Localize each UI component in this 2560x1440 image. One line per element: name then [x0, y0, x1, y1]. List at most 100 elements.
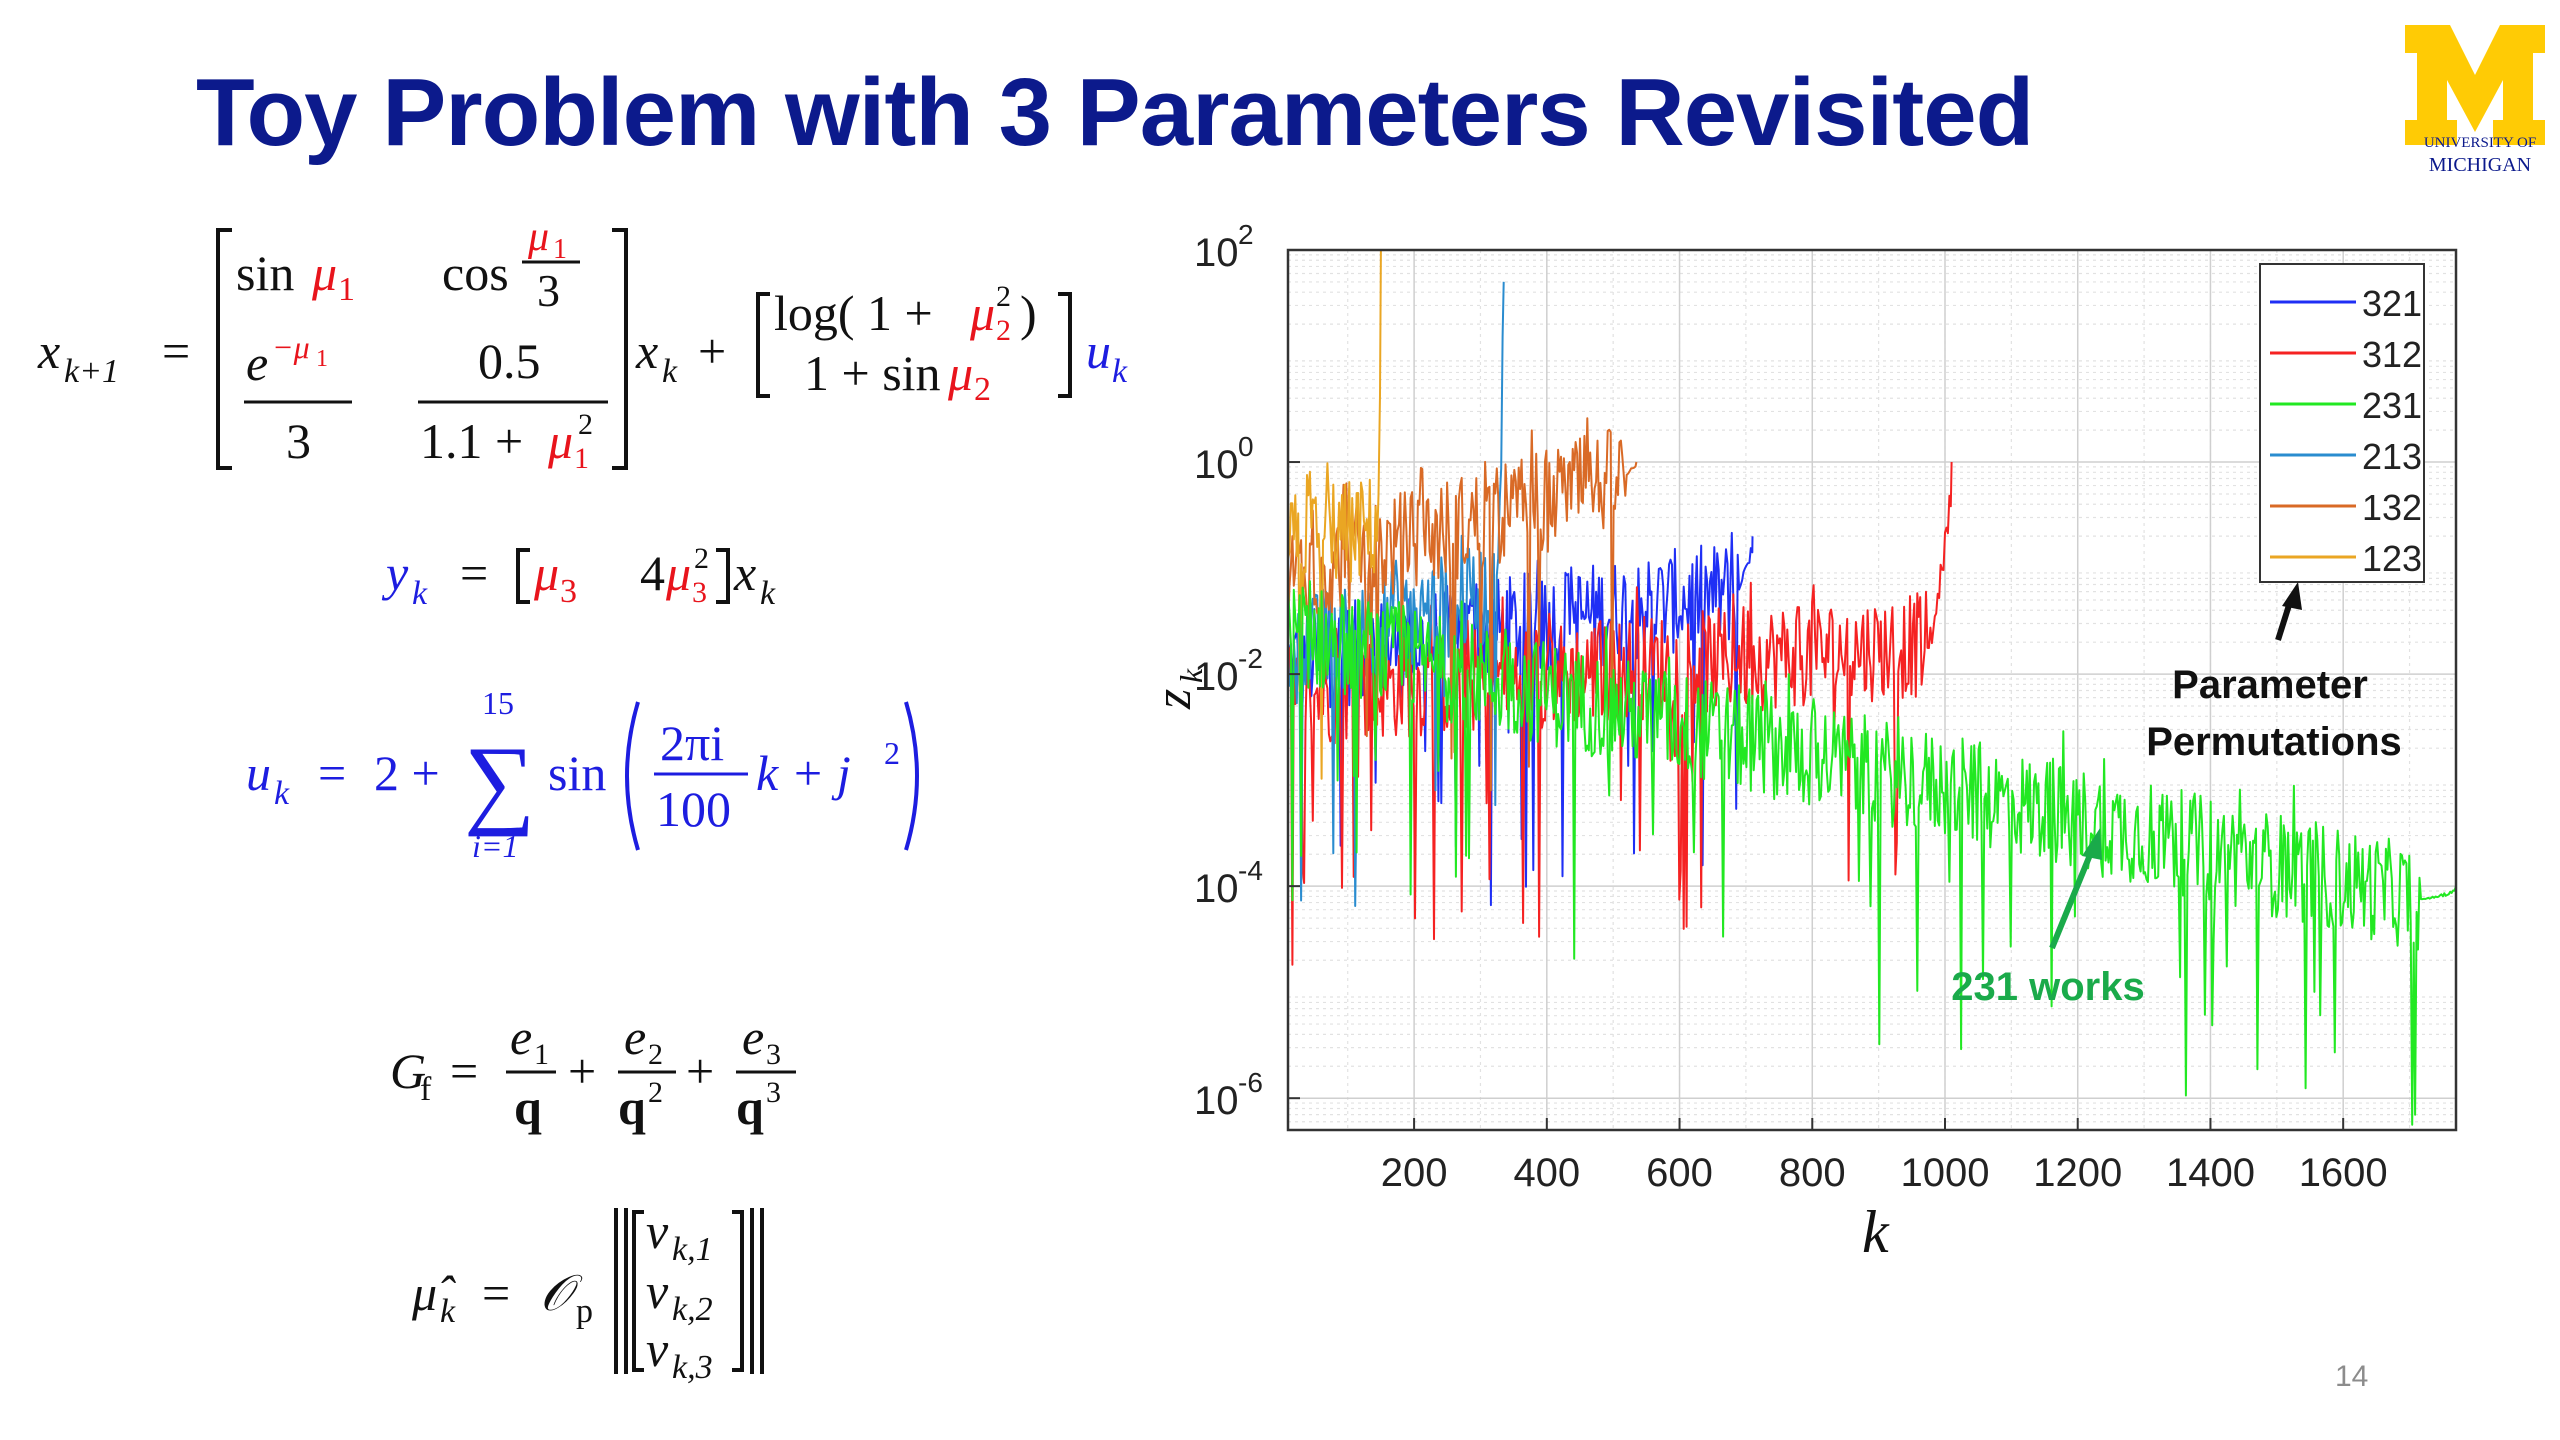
- gf-plus-2: +: [686, 1043, 714, 1099]
- y-tick-exponent: 2: [1238, 220, 1254, 250]
- logo-line2: MICHIGAN: [2428, 154, 2532, 176]
- state-u-sub: k: [1112, 353, 1128, 390]
- a22-sup: 2: [578, 408, 593, 441]
- output-equation: y k = μ 3 4 μ 3 2 x k: [381, 542, 776, 612]
- x-tick-label: 1600: [2299, 1151, 2388, 1195]
- b2-sub: 2: [974, 371, 991, 408]
- y-tick-label: 10: [1194, 1079, 1239, 1123]
- a12-den: 3: [537, 265, 560, 316]
- input-num: 2πi: [660, 715, 724, 771]
- annotation-permutations: Parameter Permutations: [2146, 582, 2402, 764]
- annotation-231-works: 231 works: [1951, 828, 2145, 1009]
- a22-num: 0.5: [478, 333, 541, 389]
- gf-t1-num: e: [510, 1009, 532, 1065]
- input-equation: u k = 2 + 15 ∑ i=1 sin 2πi 100 k + j 2: [246, 685, 919, 864]
- x-tick-label: 600: [1646, 1151, 1713, 1195]
- input-den: 100: [656, 781, 731, 837]
- c1-var: μ: [533, 545, 559, 601]
- x-axis-label: k: [1862, 1199, 1890, 1265]
- output-lhs-sub: k: [412, 575, 428, 612]
- v3-sub: k,3: [672, 1349, 713, 1386]
- a12-var: μ: [527, 214, 549, 260]
- page-number: 14: [2335, 1360, 2369, 1393]
- annotation-231-works-text: 231 works: [1951, 965, 2144, 1009]
- a22-var: μ: [547, 413, 573, 469]
- gf-lhs: G: [390, 1043, 426, 1099]
- y-axis-label: z: [1145, 689, 1202, 710]
- input-eq-sign: =: [318, 745, 346, 801]
- gf-lhs-sub: f: [420, 1071, 432, 1108]
- input-lhs: u: [246, 745, 271, 801]
- state-eq-sign: =: [162, 323, 190, 379]
- y-tick-label: 10: [1194, 443, 1239, 487]
- input-post-sup: 2: [884, 735, 900, 771]
- input-post: k + j: [756, 745, 851, 801]
- a11-sub: 1: [338, 271, 355, 308]
- state-x-sub: k: [662, 353, 678, 390]
- gf-t2-num: e: [624, 1009, 646, 1065]
- b1-pre: log( 1 +: [774, 285, 933, 341]
- block-m-shape: [2405, 25, 2545, 145]
- mu-hat-op-sub: p: [576, 1293, 593, 1330]
- c2-var: μ: [665, 545, 691, 601]
- state-lhs-sub: k+1: [64, 353, 119, 390]
- mu-hat-equation: μ̂ k = 𝒪 p ν k,1 ν k,2 ν k,3: [411, 1203, 764, 1386]
- gf-equation: G f = e 1 q + e 2 q 2 + e 3 q 3: [390, 1009, 796, 1135]
- equations-panel: x k+1 = sin μ 1 cos μ 1 3 e −μ 1 3 0.5: [37, 214, 1128, 1386]
- y-tick-label: 10: [1194, 655, 1239, 699]
- a12-sub: 1: [553, 234, 567, 265]
- output-eq-sign: =: [460, 545, 488, 601]
- v1: ν: [646, 1203, 669, 1259]
- v2: ν: [646, 1263, 669, 1319]
- b1-sub: 2: [996, 314, 1011, 347]
- series-line-123: [1287, 249, 1382, 780]
- gf-t1-num-sub: 1: [534, 1038, 549, 1071]
- gf-t2-den: q: [618, 1079, 646, 1135]
- state-x: x: [635, 323, 658, 379]
- a21-sup: −μ: [272, 329, 310, 365]
- gf-plus-1: +: [568, 1043, 596, 1099]
- v2-sub: k,2: [672, 1291, 713, 1328]
- b1-var: μ: [969, 285, 995, 341]
- c1-sub: 3: [560, 573, 577, 610]
- series-group: [1287, 249, 2457, 1126]
- logo-line1: UNIVERSITY OF: [2423, 135, 2537, 151]
- y-tick-exponent: 0: [1238, 431, 1254, 462]
- y-axis-label-group: z k: [1145, 668, 1209, 710]
- a11-var: μ: [311, 245, 337, 301]
- input-fn: sin: [548, 745, 606, 801]
- y-tick-exponent: -2: [1238, 643, 1263, 674]
- y-tick-exponent: -4: [1238, 855, 1263, 886]
- legend-label-213: 213: [2362, 436, 2422, 477]
- output-x: x: [733, 545, 756, 601]
- b1-sup: 2: [996, 280, 1011, 313]
- c2-sub: 3: [692, 576, 707, 609]
- a21-base: e: [246, 335, 268, 391]
- x-tick-label: 200: [1381, 1151, 1448, 1195]
- x-tick-label: 1400: [2166, 1151, 2255, 1195]
- y-axis-label-sub: k: [1173, 668, 1209, 683]
- michigan-logo: [2405, 25, 2545, 145]
- input-two-plus: 2 +: [374, 745, 440, 801]
- output-x-sub: k: [760, 575, 776, 612]
- gf-t3-den-sup: 3: [766, 1076, 781, 1109]
- slide-title: Toy Problem with 3 Parameters Revisited: [196, 59, 2034, 166]
- gf-eq-sign: =: [450, 1043, 478, 1099]
- state-equation: x k+1 = sin μ 1 cos μ 1 3 e −μ 1 3 0.5: [37, 214, 1128, 475]
- c2-sup: 2: [694, 542, 709, 575]
- y-tick-exponent: -6: [1238, 1067, 1263, 1098]
- annotation-permutations-line2: Permutations: [2146, 720, 2402, 764]
- input-sum-bottom: i=1: [472, 828, 518, 864]
- gf-t3-num-sub: 3: [766, 1038, 781, 1071]
- a21-sup-sub: 1: [316, 346, 328, 372]
- input-lhs-sub: k: [274, 775, 290, 812]
- plot-frame: [1286, 248, 2458, 1132]
- state-u: u: [1086, 323, 1111, 379]
- legend-label-132: 132: [2362, 487, 2422, 528]
- b1-post: ): [1020, 285, 1037, 341]
- a12-fn: cos: [442, 245, 509, 301]
- a22-sub: 1: [574, 442, 589, 475]
- gf-t3-den: q: [736, 1079, 764, 1135]
